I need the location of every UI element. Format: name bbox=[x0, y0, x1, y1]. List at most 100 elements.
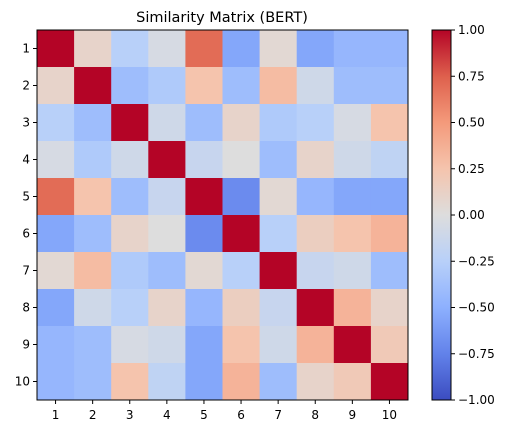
x-axis: 1 2 3 4 5 6 7 8 9 10 bbox=[52, 400, 397, 422]
heatmap-cell bbox=[37, 252, 75, 290]
heatmap-cell bbox=[260, 30, 298, 68]
heatmap-cell bbox=[260, 326, 298, 364]
y-tick-label: 3 bbox=[22, 116, 30, 130]
heatmap-cell bbox=[74, 289, 112, 327]
heatmap-cell bbox=[334, 141, 372, 179]
heatmap-cell bbox=[185, 178, 223, 216]
x-tick-label: 1 bbox=[52, 408, 60, 422]
heatmap-cell bbox=[37, 363, 75, 401]
y-tick-label: 2 bbox=[22, 79, 30, 93]
heatmap-cell bbox=[297, 326, 335, 364]
heatmap-cell bbox=[297, 289, 335, 327]
heatmap-cell bbox=[371, 215, 409, 253]
heatmap-cell bbox=[371, 141, 409, 179]
heatmap-cell bbox=[185, 67, 223, 105]
heatmap-cell bbox=[111, 30, 149, 68]
heatmap-cell bbox=[74, 252, 112, 290]
heatmap-cell bbox=[260, 215, 298, 253]
heatmap-cell bbox=[371, 289, 409, 327]
heatmap-cell bbox=[74, 178, 112, 216]
y-tick-label: 10 bbox=[15, 375, 30, 389]
heatmap-cell bbox=[334, 67, 372, 105]
y-tick-label: 7 bbox=[22, 264, 30, 278]
heatmap-cell bbox=[148, 67, 186, 105]
heatmap-cell bbox=[223, 104, 261, 142]
y-tick-label: 9 bbox=[22, 338, 30, 352]
heatmap-cell bbox=[37, 30, 75, 68]
heatmap-cell bbox=[111, 178, 149, 216]
heatmap-cell bbox=[223, 326, 261, 364]
x-tick-label: 6 bbox=[237, 408, 245, 422]
heatmap-cell bbox=[37, 104, 75, 142]
heatmap-cell bbox=[185, 326, 223, 364]
colorbar-tick-label: −0.50 bbox=[458, 301, 495, 315]
colorbar-tick-label: −0.25 bbox=[458, 254, 495, 268]
heatmap-cell bbox=[223, 30, 261, 68]
heatmap-cell bbox=[371, 104, 409, 142]
heatmap-cell bbox=[260, 363, 298, 401]
heatmap-cell bbox=[223, 178, 261, 216]
heatmap-cell bbox=[148, 363, 186, 401]
heatmap-cell bbox=[297, 363, 335, 401]
heatmap-cell bbox=[111, 289, 149, 327]
heatmap-cell bbox=[334, 215, 372, 253]
heatmap-cell bbox=[148, 30, 186, 68]
heatmap-cell bbox=[185, 104, 223, 142]
colorbar-tick-label: 0.50 bbox=[458, 116, 485, 130]
heatmap-cell bbox=[223, 67, 261, 105]
heatmap-cell bbox=[148, 104, 186, 142]
heatmap-cell bbox=[148, 141, 186, 179]
y-tick-label: 8 bbox=[22, 301, 30, 315]
colorbar-tick-label: −1.00 bbox=[458, 393, 495, 407]
heatmap-cell bbox=[297, 252, 335, 290]
heatmap-cell bbox=[260, 289, 298, 327]
heatmap-cell bbox=[297, 178, 335, 216]
heatmap-cell bbox=[260, 104, 298, 142]
heatmap-cell bbox=[297, 215, 335, 253]
colorbar-tick-label: 1.00 bbox=[458, 23, 485, 37]
colorbar-tick-label: 0.25 bbox=[458, 162, 485, 176]
x-tick-label: 7 bbox=[274, 408, 282, 422]
y-tick-label: 6 bbox=[22, 227, 30, 241]
heatmap-cell bbox=[260, 178, 298, 216]
heatmap-cell bbox=[371, 326, 409, 364]
x-tick-label: 5 bbox=[200, 408, 208, 422]
heatmap-cell bbox=[334, 363, 372, 401]
colorbar-tick-label: 0.00 bbox=[458, 208, 485, 222]
heatmap-cell bbox=[74, 104, 112, 142]
heatmap-cell bbox=[111, 215, 149, 253]
heatmap-cell bbox=[185, 141, 223, 179]
heatmap-cell bbox=[297, 141, 335, 179]
heatmap-cell bbox=[74, 215, 112, 253]
heatmap-cell bbox=[148, 289, 186, 327]
heatmap-cell bbox=[111, 252, 149, 290]
heatmap-cell bbox=[371, 30, 409, 68]
heatmap-cell bbox=[334, 252, 372, 290]
heatmap-cell bbox=[371, 67, 409, 105]
heatmap-cell bbox=[185, 215, 223, 253]
y-tick-label: 5 bbox=[22, 190, 30, 204]
heatmap-cell bbox=[185, 289, 223, 327]
heatmap-cell bbox=[185, 30, 223, 68]
x-tick-label: 10 bbox=[382, 408, 397, 422]
heatmap-cell bbox=[334, 326, 372, 364]
heatmap-cell bbox=[297, 104, 335, 142]
heatmap-cell bbox=[260, 67, 298, 105]
heatmap-cell bbox=[223, 215, 261, 253]
heatmap-cell bbox=[74, 30, 112, 68]
heatmap-cell bbox=[74, 141, 112, 179]
heatmap-cell bbox=[37, 326, 75, 364]
heatmap-cell bbox=[223, 141, 261, 179]
heatmap-cell bbox=[223, 252, 261, 290]
y-tick-label: 4 bbox=[22, 153, 30, 167]
heatmap-cell bbox=[111, 67, 149, 105]
x-tick-label: 3 bbox=[126, 408, 134, 422]
heatmap-cell bbox=[148, 252, 186, 290]
heatmap-cell bbox=[371, 178, 409, 216]
heatmap-cell bbox=[74, 326, 112, 364]
heatmap-cell bbox=[74, 67, 112, 105]
heatmap-cell bbox=[334, 30, 372, 68]
heatmap-cell bbox=[74, 363, 112, 401]
heatmap-cell bbox=[371, 363, 409, 401]
